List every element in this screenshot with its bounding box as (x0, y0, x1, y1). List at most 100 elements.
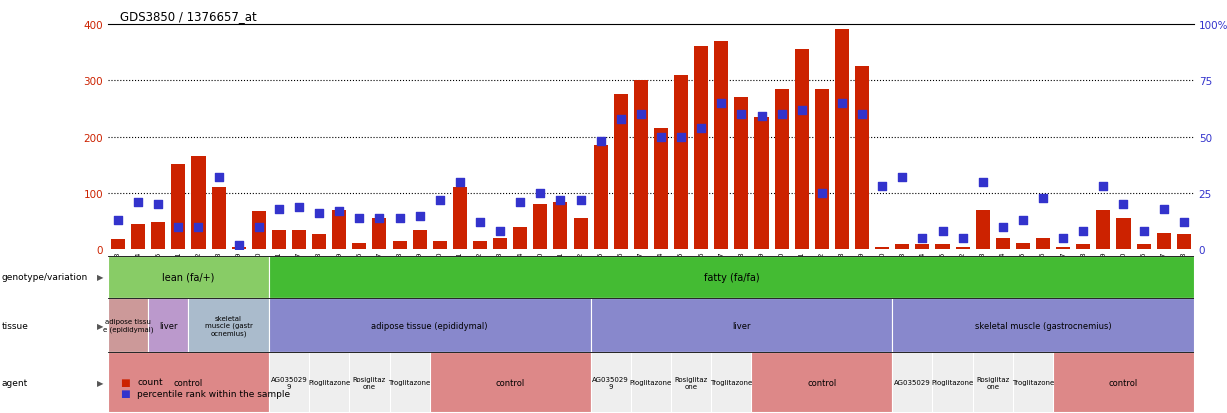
Bar (309, 353, 350, 412)
Point (772, 112, 791, 118)
Text: ▶: ▶ (97, 378, 104, 387)
Bar (108, 298, 148, 353)
Text: AG035029
9: AG035029 9 (271, 376, 307, 389)
Bar (151, 223, 166, 250)
Point (752, 114, 772, 120)
Point (269, 206, 288, 213)
Bar (590, 298, 892, 353)
Text: liver: liver (733, 321, 751, 330)
Text: ■: ■ (120, 388, 130, 398)
Bar (269, 353, 309, 412)
Text: liver: liver (160, 321, 178, 330)
Point (530, 190, 550, 197)
Bar (453, 188, 467, 250)
Point (1134, 228, 1153, 235)
Bar (1157, 233, 1171, 250)
Point (108, 217, 128, 224)
Bar (269, 298, 590, 353)
Point (551, 197, 571, 204)
Bar (1014, 353, 1053, 412)
Bar (553, 202, 567, 250)
Point (1074, 228, 1093, 235)
Bar (896, 244, 909, 250)
Bar (892, 298, 1194, 353)
Bar (755, 118, 768, 250)
Bar (594, 146, 607, 250)
Bar (312, 234, 326, 250)
Bar (815, 90, 829, 250)
Text: lean (fa/+): lean (fa/+) (162, 272, 215, 282)
Bar (352, 243, 367, 250)
Point (1153, 206, 1173, 213)
Text: Rosiglitaz
one: Rosiglitaz one (977, 376, 1010, 389)
Bar (915, 244, 929, 250)
Bar (973, 353, 1014, 412)
Bar (148, 298, 189, 353)
Point (129, 199, 148, 206)
Text: Rosiglitaz
one: Rosiglitaz one (675, 376, 708, 389)
Text: Pioglitazone: Pioglitazone (629, 379, 672, 385)
Bar (189, 298, 269, 353)
Bar (1016, 243, 1029, 250)
Bar (433, 242, 447, 250)
Bar (631, 353, 671, 412)
Bar (674, 76, 688, 250)
Bar (110, 240, 125, 250)
Point (1174, 220, 1194, 226)
Bar (671, 353, 712, 412)
Text: percentile rank within the sample: percentile rank within the sample (137, 389, 291, 398)
Bar (774, 90, 789, 250)
Point (1114, 202, 1134, 208)
Point (510, 199, 530, 206)
Text: Troglitazone: Troglitazone (710, 379, 752, 385)
Point (290, 204, 309, 210)
Text: skeletal
muscle (gastr
ocnemius): skeletal muscle (gastr ocnemius) (205, 315, 253, 336)
Point (148, 202, 168, 208)
Point (631, 112, 650, 118)
Text: Pioglitazone: Pioglitazone (931, 379, 974, 385)
Text: ▶: ▶ (97, 321, 104, 330)
Text: agent: agent (1, 378, 27, 387)
Point (369, 215, 389, 222)
Bar (269, 256, 1194, 298)
Text: ▶: ▶ (97, 273, 104, 282)
Bar (834, 31, 849, 250)
Bar (590, 353, 631, 412)
Text: Pioglitazone: Pioglitazone (308, 379, 350, 385)
Text: AG035029: AG035029 (894, 379, 931, 385)
Text: control: control (174, 378, 202, 387)
Bar (131, 225, 145, 250)
Bar (694, 47, 708, 250)
Bar (412, 230, 427, 250)
Bar (252, 211, 266, 250)
Bar (389, 353, 429, 412)
Bar (855, 67, 869, 250)
Text: skeletal muscle (gastrocnemius): skeletal muscle (gastrocnemius) (974, 321, 1112, 330)
Bar (472, 242, 487, 250)
Text: tissue: tissue (1, 321, 28, 330)
Bar (1097, 211, 1110, 250)
Point (691, 125, 710, 132)
Point (450, 179, 470, 186)
Bar (614, 95, 628, 250)
Point (1093, 183, 1113, 190)
Bar (975, 211, 990, 250)
Text: ■: ■ (120, 377, 130, 387)
Bar (1036, 239, 1050, 250)
Bar (534, 205, 547, 250)
Bar (272, 230, 286, 250)
Bar (211, 188, 226, 250)
Bar (751, 353, 892, 412)
Point (390, 215, 410, 222)
Text: Troglitazone: Troglitazone (389, 379, 431, 385)
Text: genotype/variation: genotype/variation (1, 273, 87, 282)
Point (1053, 235, 1072, 242)
Bar (232, 247, 245, 250)
Bar (892, 353, 933, 412)
Text: adipose tissu
e (epididymal): adipose tissu e (epididymal) (103, 318, 153, 332)
Point (571, 197, 590, 204)
Point (491, 228, 510, 235)
Bar (956, 247, 969, 250)
Point (249, 224, 269, 230)
Point (350, 215, 369, 222)
